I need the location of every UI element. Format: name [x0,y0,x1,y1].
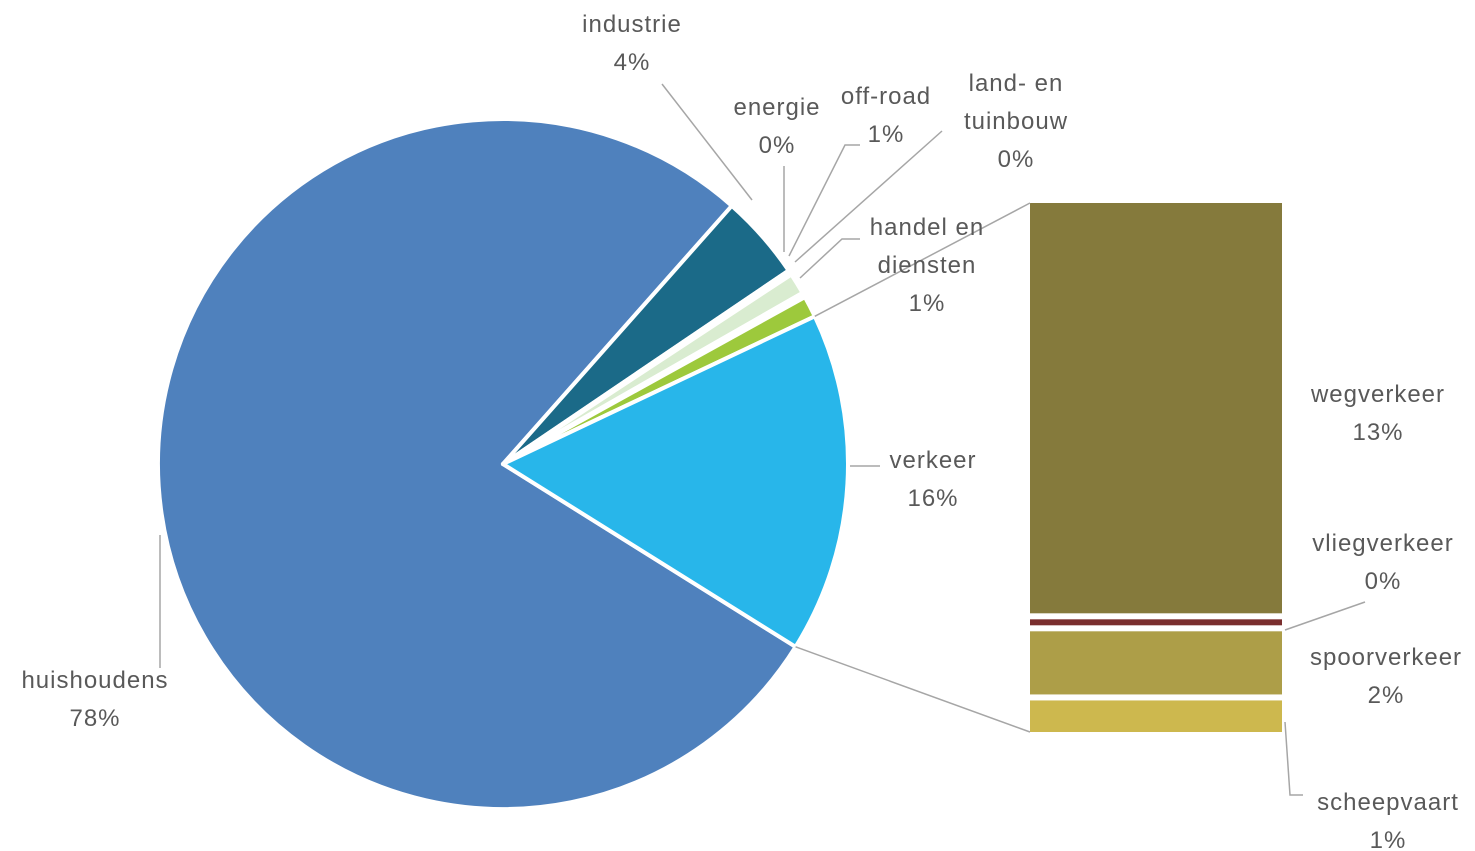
label-huishoudens: huishoudens 78% [21,667,168,732]
label-handel-en-diensten: handel en diensten 1% [870,214,984,317]
label-energie: energie 0% [733,94,820,159]
bar-segment-wegverkeer [1030,203,1282,614]
label-land-en-tuinbouw: land- en tuinbouw 0% [964,70,1068,173]
bar-segment-vliegverkeer [1030,619,1282,626]
data-labels: huishoudens 78% industrie 4% energie 0% off-ro… [21,11,1462,851]
leader-scheepvaart [1284,721,1303,796]
pie-slices [156,117,850,811]
leader-vliegverkeer [1284,601,1366,631]
label-off-road: off-road 1% [841,83,931,148]
pie-slice-huishoudens [156,117,798,811]
label-verkeer: verkeer 16% [889,447,976,512]
label-wegverkeer: wegverkeer 13% [1310,381,1445,446]
label-industrie: industrie 4% [582,11,682,76]
leader-handel-en-diensten [799,238,860,279]
leader-land-en-tuinbouw [794,130,943,263]
label-vliegverkeer: vliegverkeer 0% [1312,530,1453,595]
leader-lines [159,83,1366,796]
breakdown-bar [1030,203,1282,732]
connector-bottom [795,646,1031,733]
bar-segment-spoorverkeer [1030,631,1282,695]
bar-segment-scheepvaart [1030,700,1282,732]
label-spoorverkeer: spoorverkeer 2% [1310,644,1462,709]
leader-off-road [788,144,860,257]
leader-industrie [661,83,753,201]
pie-slice-verkeer [501,314,850,649]
label-scheepvaart: scheepvaart 1% [1317,789,1459,851]
connector-top [814,202,1031,317]
